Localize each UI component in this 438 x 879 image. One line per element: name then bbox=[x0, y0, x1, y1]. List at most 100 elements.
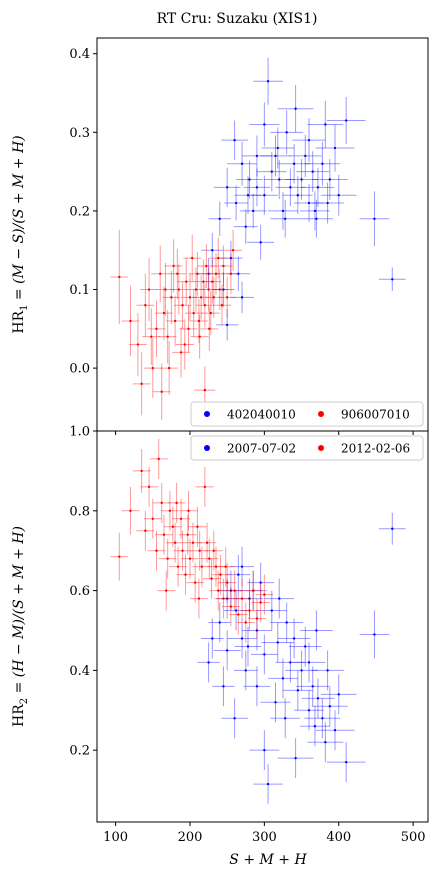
data-point bbox=[233, 138, 236, 142]
data-point bbox=[248, 609, 251, 612]
data-point bbox=[326, 669, 329, 672]
series-2-panel-1 bbox=[110, 229, 243, 420]
data-point bbox=[181, 304, 184, 307]
data-point bbox=[333, 729, 337, 732]
data-point bbox=[278, 178, 281, 181]
data-point bbox=[164, 589, 168, 592]
data-point bbox=[212, 296, 215, 299]
data-point bbox=[175, 501, 178, 505]
data-point bbox=[173, 541, 177, 544]
data-point bbox=[199, 296, 203, 299]
data-point bbox=[218, 217, 221, 220]
data-point bbox=[162, 533, 166, 536]
y-tick-label: 1.0 bbox=[69, 425, 90, 440]
data-point bbox=[166, 557, 169, 560]
data-point bbox=[289, 661, 292, 664]
data-point bbox=[316, 697, 320, 700]
data-point bbox=[167, 366, 171, 370]
data-point bbox=[252, 589, 255, 592]
data-point bbox=[162, 311, 166, 315]
data-point bbox=[276, 146, 279, 150]
data-point bbox=[300, 669, 303, 672]
data-point bbox=[224, 565, 227, 568]
data-point bbox=[185, 280, 188, 283]
data-point bbox=[315, 629, 318, 632]
data-point bbox=[197, 319, 201, 323]
data-point bbox=[237, 573, 240, 576]
data-point bbox=[155, 549, 158, 552]
x-tick-label: 500 bbox=[401, 830, 426, 845]
chart-title: RT Cru: Suzaku (XIS1) bbox=[157, 11, 318, 27]
x-axis-label: S + M + H bbox=[229, 852, 307, 868]
data-point bbox=[203, 485, 207, 489]
data-point bbox=[337, 693, 340, 696]
data-point bbox=[188, 557, 192, 560]
data-point bbox=[168, 509, 172, 512]
data-point bbox=[203, 388, 207, 392]
y-tick-label: 0.1 bbox=[69, 283, 90, 298]
data-point bbox=[324, 741, 327, 744]
legend-panel-1: 402040010 906007010 bbox=[190, 401, 424, 427]
data-point bbox=[248, 597, 251, 600]
data-point bbox=[217, 256, 220, 260]
data-point bbox=[164, 288, 167, 291]
data-point bbox=[326, 201, 329, 205]
legend-box bbox=[190, 435, 424, 461]
data-point bbox=[229, 605, 233, 608]
data-point bbox=[304, 645, 307, 648]
data-point bbox=[255, 629, 259, 632]
data-point bbox=[191, 541, 195, 544]
data-point bbox=[274, 701, 277, 704]
legend-marker bbox=[318, 411, 324, 417]
data-point bbox=[218, 621, 221, 624]
data-point bbox=[307, 661, 311, 664]
data-point bbox=[324, 123, 327, 126]
data-point bbox=[151, 366, 154, 370]
data-point bbox=[296, 689, 300, 692]
data-point bbox=[283, 217, 287, 220]
data-point bbox=[234, 201, 238, 205]
data-point bbox=[315, 217, 318, 220]
legend-marker bbox=[204, 411, 210, 417]
data-point bbox=[184, 573, 187, 576]
data-point bbox=[207, 661, 210, 664]
data-point bbox=[136, 343, 140, 346]
data-point bbox=[208, 557, 211, 560]
data-point bbox=[197, 597, 201, 600]
y-tick-label: 0.3 bbox=[69, 126, 90, 141]
panel-1: 0.0 0.1 0.2 0.3 0.4 HR1 = (M − S)/(S + M + H)… bbox=[11, 37, 429, 435]
plot-layer: 0.0 0.1 0.2 0.3 0.4 HR1 = (M − S)/(S + M + H)… bbox=[11, 37, 429, 845]
data-point bbox=[294, 107, 297, 110]
data-point bbox=[255, 186, 259, 189]
data-point bbox=[252, 209, 255, 213]
data-point bbox=[321, 717, 324, 720]
data-point bbox=[210, 577, 213, 580]
data-point bbox=[328, 705, 332, 708]
data-point bbox=[147, 485, 151, 489]
data-point bbox=[285, 621, 288, 624]
panel-frame bbox=[96, 430, 429, 823]
data-point bbox=[328, 178, 332, 181]
data-point bbox=[147, 288, 151, 291]
y-tick-label: 0.2 bbox=[69, 204, 90, 219]
data-point bbox=[337, 194, 340, 197]
data-point bbox=[200, 565, 204, 568]
data-point bbox=[166, 335, 169, 338]
data-point bbox=[159, 272, 162, 275]
y-tick-label: 0.8 bbox=[69, 504, 90, 519]
data-point bbox=[187, 327, 190, 331]
data-point bbox=[229, 589, 233, 592]
data-point bbox=[321, 162, 324, 165]
data-point bbox=[217, 589, 220, 592]
data-point bbox=[263, 593, 266, 596]
data-point bbox=[225, 323, 229, 327]
data-point bbox=[198, 549, 201, 552]
data-point bbox=[307, 201, 311, 205]
data-point bbox=[281, 677, 285, 680]
data-point bbox=[307, 709, 311, 712]
data-point bbox=[209, 311, 213, 315]
data-point bbox=[281, 209, 285, 213]
legend-marker bbox=[204, 445, 210, 451]
data-point bbox=[196, 525, 199, 528]
